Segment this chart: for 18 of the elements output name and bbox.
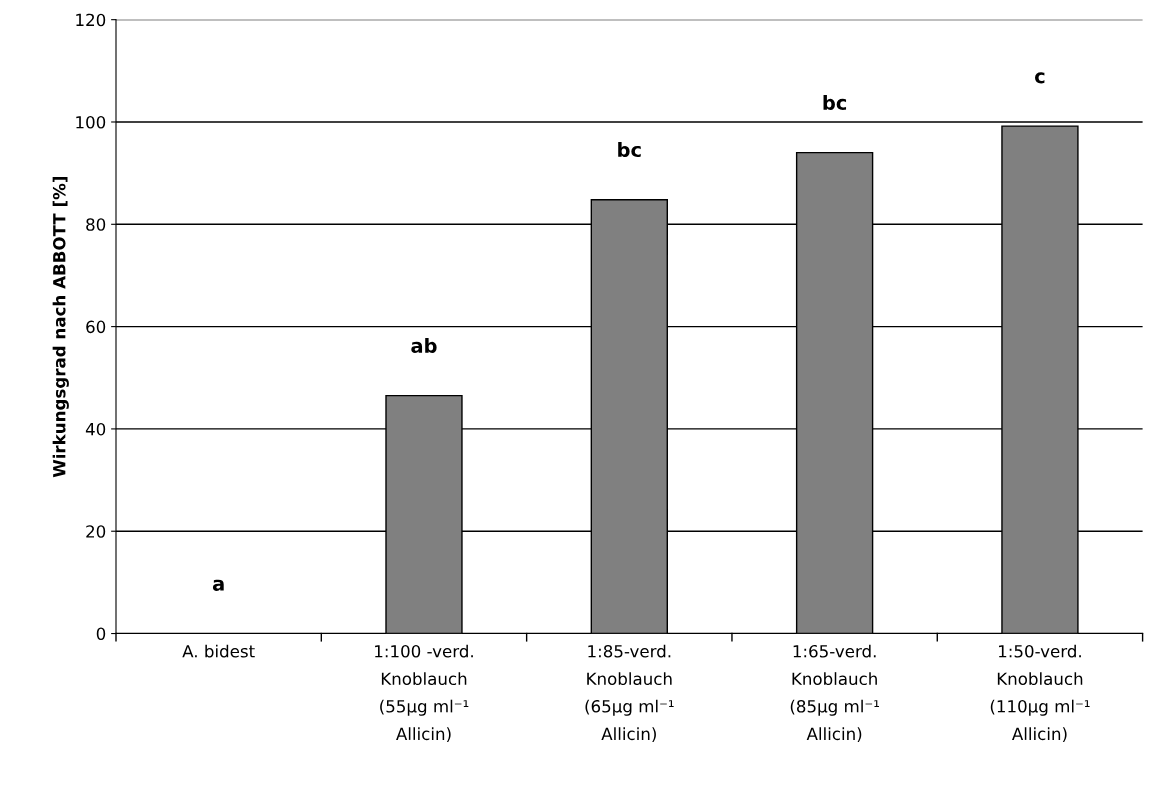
annotation: ab [411,337,437,354]
y-tick-label: 120 [76,13,106,27]
y-axis-title: Wirkungsgrad nach ABBOTT [%] [52,176,69,478]
y-tick-label: 40 [85,422,106,436]
annotation: bc [823,94,847,111]
x-tick-label: 1:85-verd. Knoblauch (65µg ml⁻¹ Allicin) [585,644,674,743]
y-tick-label: 0 [96,627,106,641]
x-tick-label: 1:50-verd. Knoblauch (110µg ml⁻¹ Allicin) [990,644,1090,743]
annotation: c [1035,72,1045,84]
x-tick-label: 1:65-verd. Knoblauch (85µg ml⁻¹ Allicin) [790,644,879,743]
y-tick-label: 80 [86,218,106,231]
x-tick-label: A. bidest [182,644,255,658]
annotation: bc [618,142,641,158]
y-tick-label: 100 [76,115,106,129]
y-tick-label: 60 [86,320,106,334]
x-tick-label: 1:100 -verd. Knoblauch (55µg ml⁻¹ Allicin) [375,644,473,743]
y-tick-label: 20 [86,525,106,538]
annotation: a [212,579,224,591]
